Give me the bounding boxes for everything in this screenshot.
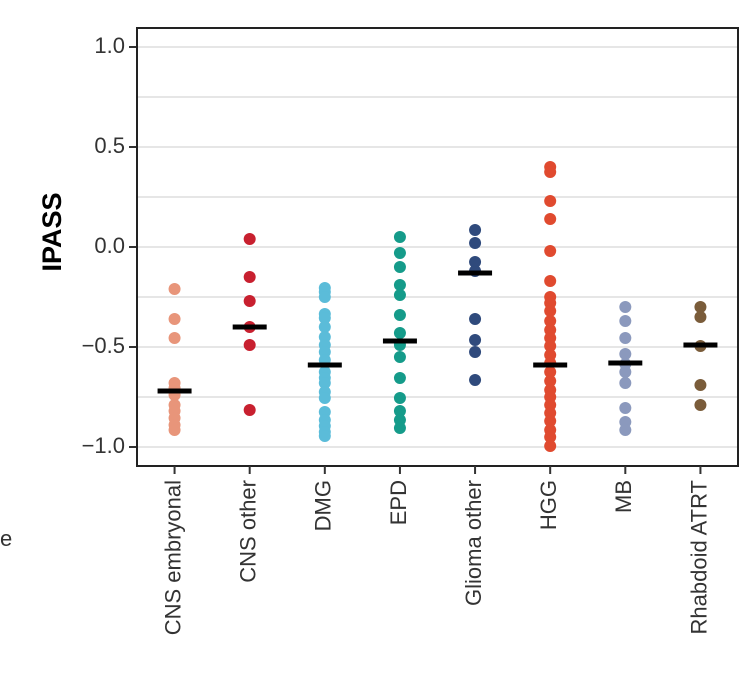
point: [168, 424, 181, 436]
point: [544, 275, 557, 287]
point: [694, 301, 707, 313]
point: [393, 247, 406, 259]
point: [619, 424, 632, 436]
point: [619, 332, 632, 344]
point: [619, 377, 632, 389]
x-tick-label: Rhabdoid ATRT: [686, 480, 711, 635]
point: [544, 375, 557, 387]
point: [393, 422, 406, 434]
point: [469, 346, 482, 358]
plot-frame: [136, 27, 739, 467]
point: [619, 301, 632, 313]
point: [469, 334, 482, 346]
point: [393, 289, 406, 301]
point: [393, 405, 406, 417]
y-tick-label: 1.0: [94, 33, 125, 58]
point: [469, 224, 482, 236]
point: [469, 313, 482, 325]
x-tick-label: MB: [611, 480, 636, 513]
point: [393, 279, 406, 291]
point: [318, 377, 331, 389]
point: [694, 399, 707, 411]
point: [544, 166, 557, 178]
x-tick-label: CNS embryonal: [160, 480, 185, 635]
x-tick-label: CNS other: [236, 480, 261, 583]
point: [469, 374, 482, 386]
point: [168, 332, 181, 344]
point: [393, 309, 406, 321]
point: [243, 339, 256, 351]
point: [318, 312, 331, 324]
point: [243, 233, 256, 245]
point: [544, 366, 557, 378]
y-tick-label: −1.0: [82, 433, 125, 458]
point: [544, 440, 557, 452]
point: [544, 315, 557, 327]
edge-text: e: [0, 526, 12, 551]
x-tick-label: EPD: [386, 480, 411, 525]
point: [393, 261, 406, 273]
y-tick-label: 0.5: [94, 133, 125, 158]
point: [243, 404, 256, 416]
point: [393, 392, 406, 404]
point: [393, 327, 406, 339]
point: [318, 321, 331, 333]
point: [619, 402, 632, 414]
point: [393, 351, 406, 363]
x-tick-label: HGG: [536, 480, 561, 530]
point: [544, 431, 557, 443]
point: [544, 195, 557, 207]
point: [544, 245, 557, 257]
x-tick-label: Glioma other: [461, 480, 486, 606]
point: [544, 305, 557, 317]
point: [619, 366, 632, 378]
point: [469, 256, 482, 268]
point: [393, 231, 406, 243]
point: [694, 379, 707, 391]
x-tick-label: DMG: [311, 480, 336, 531]
y-tick-label: −0.5: [82, 333, 125, 358]
point: [168, 283, 181, 295]
y-tick-label: 0.0: [94, 233, 125, 258]
point: [318, 291, 331, 303]
point: [619, 348, 632, 360]
point: [243, 295, 256, 307]
point: [619, 315, 632, 327]
point: [469, 237, 482, 249]
point: [544, 213, 557, 225]
point: [694, 311, 707, 323]
point: [318, 430, 331, 442]
point: [544, 340, 557, 352]
point: [168, 313, 181, 325]
point: [318, 392, 331, 404]
point: [544, 415, 557, 427]
point: [243, 271, 256, 283]
point: [393, 372, 406, 384]
y-axis-label: IPASS: [37, 192, 67, 271]
